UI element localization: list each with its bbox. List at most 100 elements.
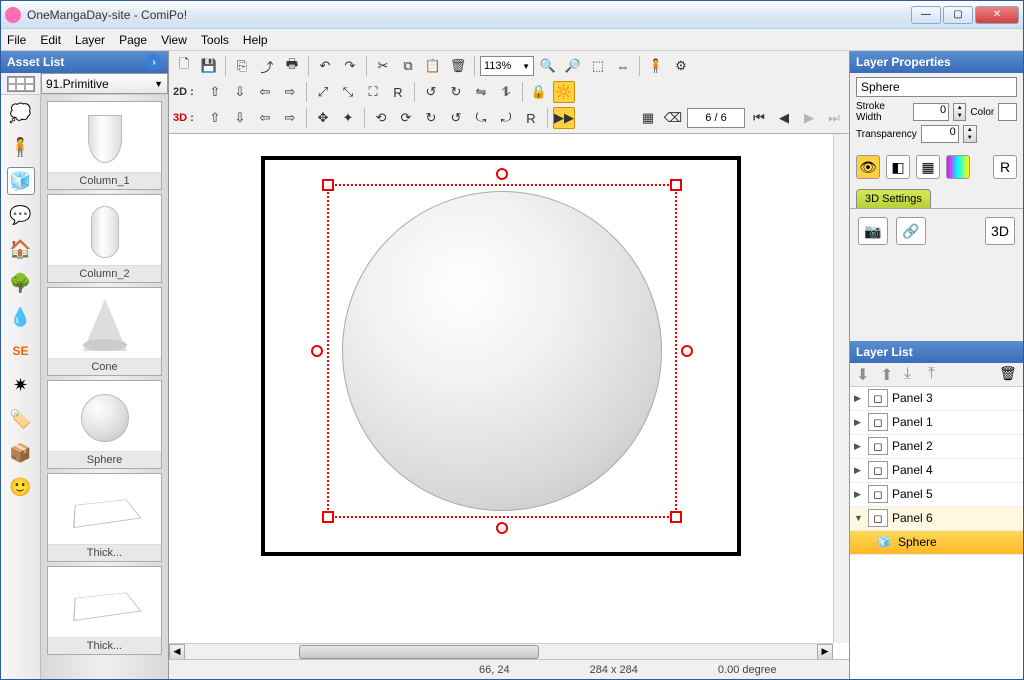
layer-top-icon[interactable]: ⤒ [928,365,946,383]
layer-up-icon[interactable]: ⬆ [880,365,898,383]
transparency-input[interactable]: 0 [921,125,959,143]
outline-icon[interactable]: ◧ [886,155,910,179]
layer-row[interactable]: ▶◻Panel 1 [850,411,1023,435]
menu-tools[interactable]: Tools [201,33,229,47]
color-swatch[interactable] [998,103,1017,121]
copy-page-icon[interactable]: ⎘ [231,55,253,77]
maximize-button[interactable]: ▢ [943,6,973,24]
undo-icon[interactable]: ↶ [314,55,336,77]
fit-panel-icon[interactable]: ⛶ [362,81,384,103]
asset-view-toggle[interactable] [1,73,41,94]
horizontal-scrollbar[interactable]: ◀ ▶ [169,643,833,659]
cat-tree-icon[interactable]: 🌳 [7,269,35,297]
scale-out-icon[interactable]: ⤢ [312,81,334,103]
menu-view[interactable]: View [161,33,187,47]
rotate-cw-icon[interactable]: ↻ [445,81,467,103]
gear-icon[interactable]: ⚙ [670,55,692,77]
cat-package-icon[interactable]: 📦 [7,439,35,467]
layer-bottom-icon[interactable]: ⤓ [904,365,922,383]
3d-camera-icon[interactable]: 📷 [858,217,888,245]
asset-collapse-button[interactable]: › [146,54,162,70]
3d-mode-icon[interactable]: 3D [985,217,1015,245]
redo-icon[interactable]: ↷ [339,55,361,77]
pattern-icon[interactable]: ▦ [916,155,940,179]
vertical-scrollbar[interactable] [833,134,849,643]
layer-row[interactable]: ▶◻Panel 3 [850,387,1023,411]
layer-row[interactable]: ▼◻Panel 6 [850,507,1023,531]
menu-file[interactable]: File [7,33,26,47]
zoom-out-icon[interactable]: 🔍 [537,55,559,77]
3d-rot6-icon[interactable]: ⤾ [495,107,517,129]
reset-icon[interactable]: R [387,81,409,103]
cat-label-icon[interactable]: 🏷️ [7,405,35,433]
minimize-button[interactable]: — [911,6,941,24]
cat-character-icon[interactable]: 🧍 [7,133,35,161]
zoom-in-icon[interactable]: 🔎 [562,55,584,77]
cat-balloon-icon[interactable]: 💭 [7,99,35,127]
move-up-icon[interactable]: ⇧ [204,81,226,103]
asset-item[interactable]: Column_1 [47,101,162,190]
3d-right-icon[interactable]: ⇨ [279,107,301,129]
export-icon[interactable]: ⤴ [256,55,278,77]
menu-edit[interactable]: Edit [40,33,61,47]
visibility-icon[interactable]: 👁 [856,155,880,179]
flip-h-icon[interactable]: ⇋ [470,81,492,103]
cat-burst-icon[interactable]: ✷ [7,371,35,399]
page-del-icon[interactable]: ⌫ [662,107,684,129]
stroke-width-input[interactable]: 0 [913,103,949,121]
menu-help[interactable]: Help [243,33,268,47]
menu-page[interactable]: Page [119,33,147,47]
layer-down-icon[interactable]: ⬇ [856,365,874,383]
transparency-spinner[interactable]: ▲▼ [963,125,977,143]
canvas-area[interactable]: ◀ ▶ [169,134,849,659]
3d-rot1-icon[interactable]: ⟲ [370,107,392,129]
cat-drop-icon[interactable]: 💧 [7,303,35,331]
save-icon[interactable]: 💾 [198,55,220,77]
move-down-icon[interactable]: ⇩ [229,81,251,103]
3d-zoom-in-icon[interactable]: ✥ [312,107,334,129]
layer-row-child[interactable]: 🧊Sphere [850,531,1023,555]
3d-reset-icon[interactable]: R [520,107,542,129]
cat-house-icon[interactable]: 🏠 [7,235,35,263]
move-right-icon[interactable]: ⇨ [279,81,301,103]
3d-up-icon[interactable]: ⇧ [204,107,226,129]
layer-row[interactable]: ▶◻Panel 4 [850,459,1023,483]
print-icon[interactable]: 🖶 [281,55,303,77]
copy-icon[interactable]: ⧉ [397,55,419,77]
cat-speech-icon[interactable]: 💬 [7,201,35,229]
3d-zoom-out-icon[interactable]: ✦ [337,107,359,129]
3d-pose-icon[interactable]: 🔗 [896,217,926,245]
titlebar[interactable]: OneMangaDay-site - ComiPo! — ▢ ✕ [1,1,1023,29]
asset-item[interactable]: Thick... [47,473,162,562]
page-new-icon[interactable]: ▦ [637,107,659,129]
move-left-icon[interactable]: ⇦ [254,81,276,103]
cat-user-icon[interactable]: 🙂 [7,473,35,501]
asset-item[interactable]: Thick... [47,566,162,655]
flip-v-icon[interactable]: ⥮ [495,81,517,103]
asset-category-dropdown[interactable]: 91.Primitive▼ [41,73,168,94]
cut-icon[interactable]: ✂ [372,55,394,77]
snap-icon[interactable]: 🔆 [553,81,575,103]
3d-down-icon[interactable]: ⇩ [229,107,251,129]
menu-layer[interactable]: Layer [75,33,105,47]
asset-item[interactable]: Sphere [47,380,162,469]
cat-primitive-icon[interactable]: 🧊 [7,167,35,195]
paste-icon[interactable]: 📋 [422,55,444,77]
next-page-icon[interactable]: ▶ [798,107,820,129]
layer-list[interactable]: ▶◻Panel 3 ▶◻Panel 1 ▶◻Panel 2 ▶◻Panel 4 … [850,387,1023,679]
fit-icon[interactable]: ⬚ [587,55,609,77]
layer-row[interactable]: ▶◻Panel 5 [850,483,1023,507]
3d-rot3-icon[interactable]: ↻ [420,107,442,129]
close-button[interactable]: ✕ [975,6,1019,24]
layer-row[interactable]: ▶◻Panel 2 [850,435,1023,459]
pose-icon[interactable]: 🧍 [645,55,667,77]
layer-name-input[interactable]: Sphere [856,77,1017,97]
layer-delete-icon[interactable]: 🗑 [999,365,1017,383]
3d-settings-tab[interactable]: 3D Settings [856,189,931,208]
delete-icon[interactable]: 🗑 [447,55,469,77]
scale-in-icon[interactable]: ⤡ [337,81,359,103]
last-page-icon[interactable]: ⏭ [823,107,845,129]
3d-play-icon[interactable]: ▶▶ [553,107,575,129]
3d-rot5-icon[interactable]: ⤿ [470,107,492,129]
3d-rot4-icon[interactable]: ↺ [445,107,467,129]
